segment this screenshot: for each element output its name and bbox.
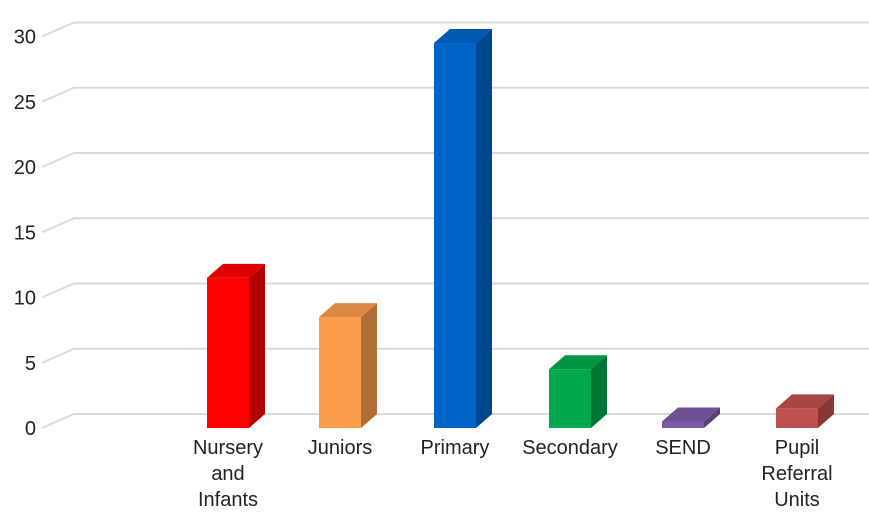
gridline [41, 152, 869, 168]
gridline [41, 217, 869, 234]
gridline [41, 282, 869, 299]
gridline [41, 21, 869, 38]
y-axis-ticks: 0 5 10 15 20 25 30 [14, 27, 36, 441]
y-tick-label: 15 [14, 222, 36, 244]
bars [207, 29, 834, 429]
bar [776, 394, 834, 428]
y-tick-label: 5 [25, 353, 36, 375]
bar [662, 407, 720, 428]
x-category-label: Primary [421, 437, 490, 459]
x-category-label: SEND [655, 437, 711, 459]
y-tick-label: 30 [14, 27, 36, 49]
y-tick-label: 0 [25, 418, 36, 440]
bar [434, 29, 492, 429]
y-tick-label: 20 [14, 157, 36, 179]
x-category-label: Secondary [522, 437, 618, 459]
bar [549, 355, 607, 428]
grid-lines [41, 21, 869, 429]
bar [319, 303, 377, 428]
x-category-label: Nursery and Infants [193, 437, 263, 511]
bar [207, 263, 265, 428]
gridline [41, 86, 869, 103]
y-tick-label: 25 [14, 92, 36, 114]
x-category-label: Juniors [308, 437, 372, 459]
x-category-label: Pupil Referral Units [761, 437, 832, 511]
gridline [41, 347, 869, 364]
x-axis-labels: Nursery and Infants Juniors Primary Secondary… [193, 437, 833, 511]
y-tick-label: 10 [14, 288, 36, 310]
